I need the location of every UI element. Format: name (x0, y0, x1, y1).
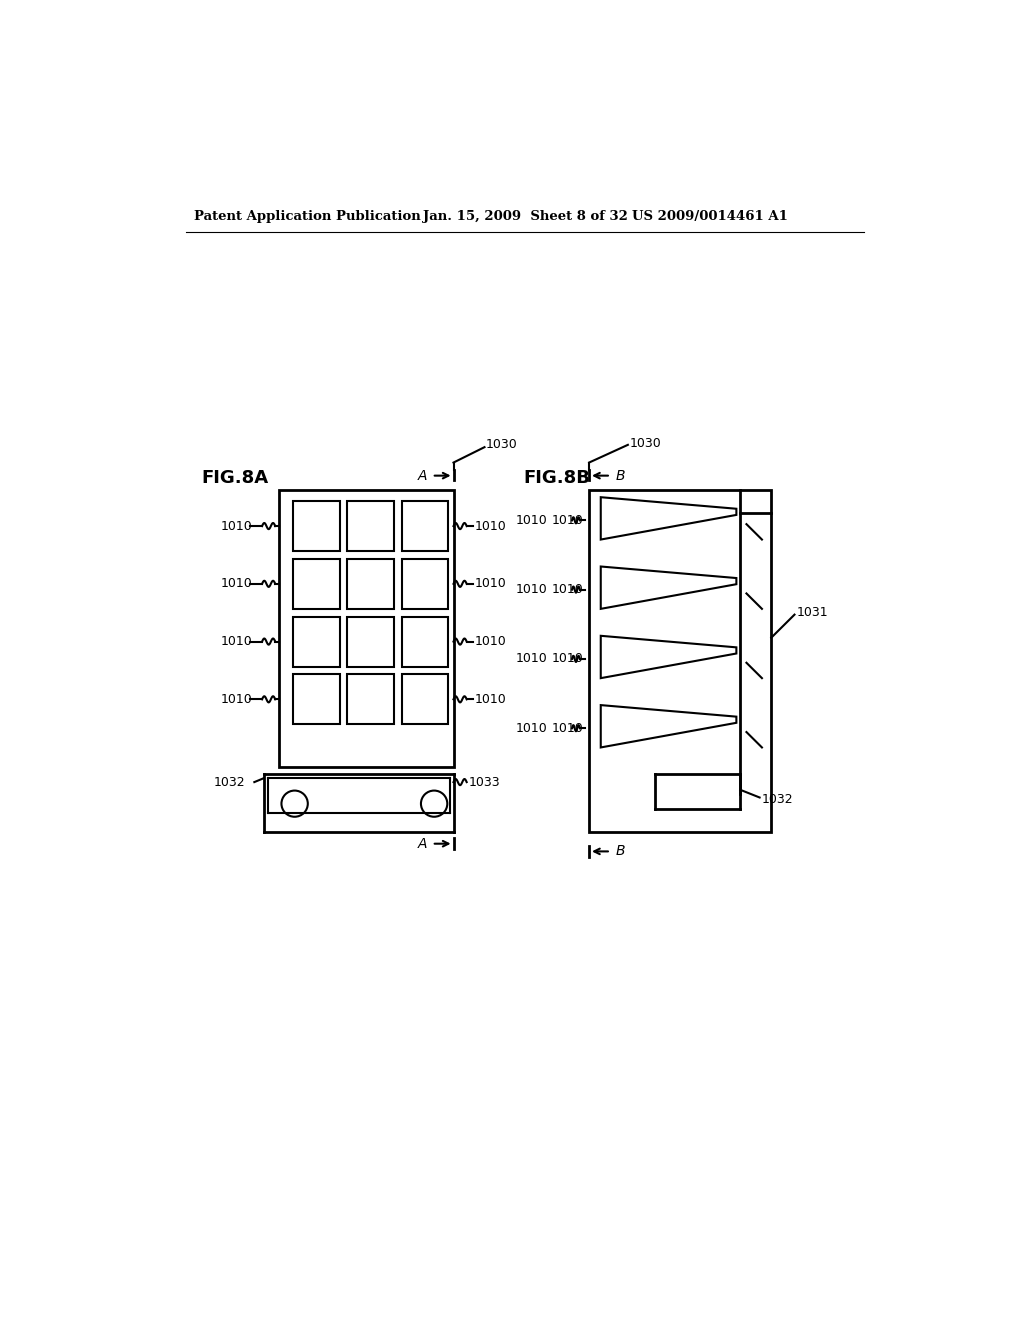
Text: B: B (615, 469, 625, 483)
Text: FIG.8B: FIG.8B (523, 469, 590, 487)
Text: 1010: 1010 (474, 577, 506, 590)
Text: 1030: 1030 (630, 437, 662, 450)
Bar (347, 558, 394, 609)
Text: 1010: 1010 (552, 722, 584, 735)
Text: 1010: 1010 (515, 513, 547, 527)
Text: FIG.8A: FIG.8A (202, 469, 268, 487)
Bar (347, 616, 394, 667)
Text: 1010: 1010 (221, 577, 253, 590)
Bar (293, 558, 340, 609)
Bar (293, 616, 340, 667)
Text: 1010: 1010 (474, 693, 506, 706)
Text: 1010: 1010 (221, 693, 253, 706)
Text: 1030: 1030 (486, 438, 518, 451)
Bar (589, 490, 771, 832)
Bar (401, 502, 449, 552)
Text: A: A (418, 837, 427, 850)
Text: Jan. 15, 2009  Sheet 8 of 32: Jan. 15, 2009 Sheet 8 of 32 (423, 210, 628, 223)
Text: 1010: 1010 (515, 583, 547, 597)
Bar (347, 675, 394, 725)
Text: A: A (418, 469, 427, 483)
Text: 1010: 1010 (221, 520, 253, 532)
Text: 1010: 1010 (474, 635, 506, 648)
Bar (280, 490, 454, 767)
Bar (347, 502, 394, 552)
Text: 1010: 1010 (515, 722, 547, 735)
Text: 1010: 1010 (515, 652, 547, 665)
Bar (401, 675, 449, 725)
Text: B: B (615, 845, 625, 858)
Text: 1010: 1010 (552, 583, 584, 597)
Text: 1010: 1010 (221, 635, 253, 648)
Bar (401, 558, 449, 609)
Text: 1010: 1010 (474, 520, 506, 532)
Bar (293, 502, 340, 552)
Text: 1032: 1032 (213, 776, 245, 788)
Text: US 2009/0014461 A1: US 2009/0014461 A1 (632, 210, 787, 223)
Text: Patent Application Publication: Patent Application Publication (194, 210, 421, 223)
Text: 1010: 1010 (552, 513, 584, 527)
Text: 1032: 1032 (761, 793, 793, 807)
Bar (401, 616, 449, 667)
Text: 1031: 1031 (797, 606, 828, 619)
Bar (293, 675, 340, 725)
Text: 1010: 1010 (552, 652, 584, 665)
Text: 1033: 1033 (469, 776, 501, 788)
